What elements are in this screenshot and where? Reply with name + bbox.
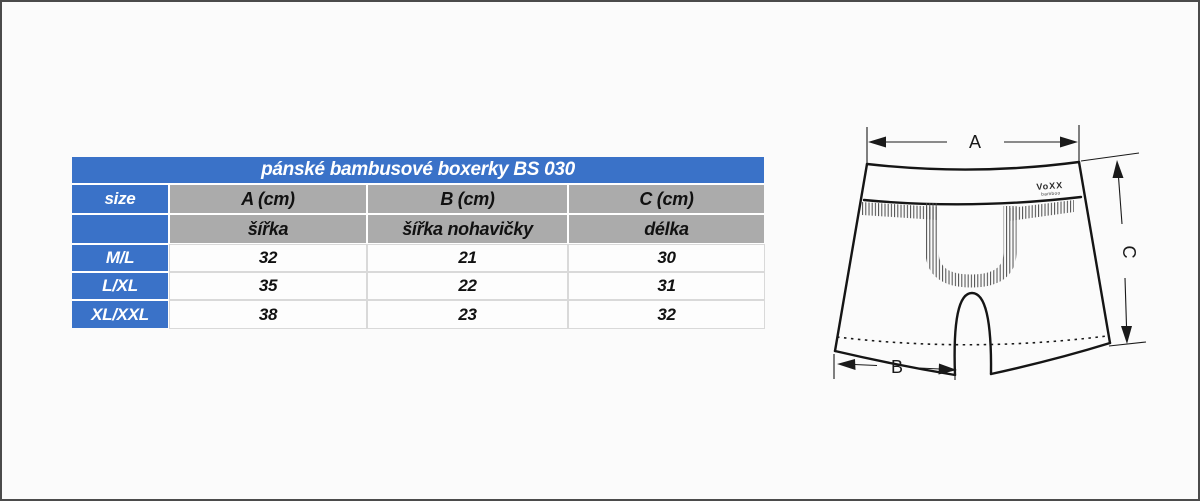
dimension-c: [1080, 152, 1147, 347]
boxer-drawing: VoXX bamboo A B: [833, 125, 1147, 380]
garment-outline: [833, 160, 1112, 377]
subheader-a: šířka: [170, 215, 366, 243]
cell-value: 32: [569, 301, 764, 328]
arrowhead-a-right: [1060, 136, 1078, 148]
arrowhead-b-left: [837, 359, 856, 370]
cell-value: 23: [368, 301, 567, 328]
arrowhead-a-left: [868, 136, 886, 148]
subheader-b: šířka nohavičky: [368, 215, 567, 243]
arrowhead-c-top: [1112, 160, 1124, 178]
dimension-b-label: B: [891, 357, 903, 377]
column-header-b: B (cm): [368, 185, 567, 213]
brand-logo: VoXX bamboo: [1036, 180, 1063, 197]
column-header-c: C (cm): [569, 185, 764, 213]
subheader-c: délka: [569, 215, 764, 243]
arrowhead-b-right: [938, 363, 957, 375]
dimension-a-label: A: [969, 132, 981, 152]
size-column-header: size: [72, 185, 168, 213]
dimension-b: [833, 342, 957, 380]
dimension-a: [866, 125, 1080, 165]
cell-value: 31: [569, 273, 764, 299]
cell-value: 32: [170, 245, 366, 271]
row-label: L/XL: [72, 273, 168, 299]
cell-value: 30: [569, 245, 764, 271]
cell-value: 22: [368, 273, 567, 299]
row-label: M/L: [72, 245, 168, 271]
size-table: pánské bambusové boxerky BS 030 size A (…: [72, 157, 764, 328]
dimension-c-label: C: [1119, 246, 1139, 259]
boxer-measurement-diagram: VoXX bamboo A B: [820, 108, 1155, 398]
column-header-a: A (cm): [170, 185, 366, 213]
brand-logo-text: VoXX: [1036, 180, 1063, 192]
cell-value: 21: [368, 245, 567, 271]
brand-logo-subtext: bamboo: [1041, 190, 1061, 196]
hem-stitch-dotted-line: [836, 335, 1108, 346]
row-label: XL/XXL: [72, 301, 168, 328]
arrowhead-c-bottom: [1121, 326, 1132, 344]
table-title: pánské bambusové boxerky BS 030: [72, 157, 764, 183]
cell-value: 38: [170, 301, 366, 328]
cell-value: 35: [170, 273, 366, 299]
pouch-hatching: [862, 200, 1074, 288]
size-subheader-empty-cell: [72, 215, 168, 243]
